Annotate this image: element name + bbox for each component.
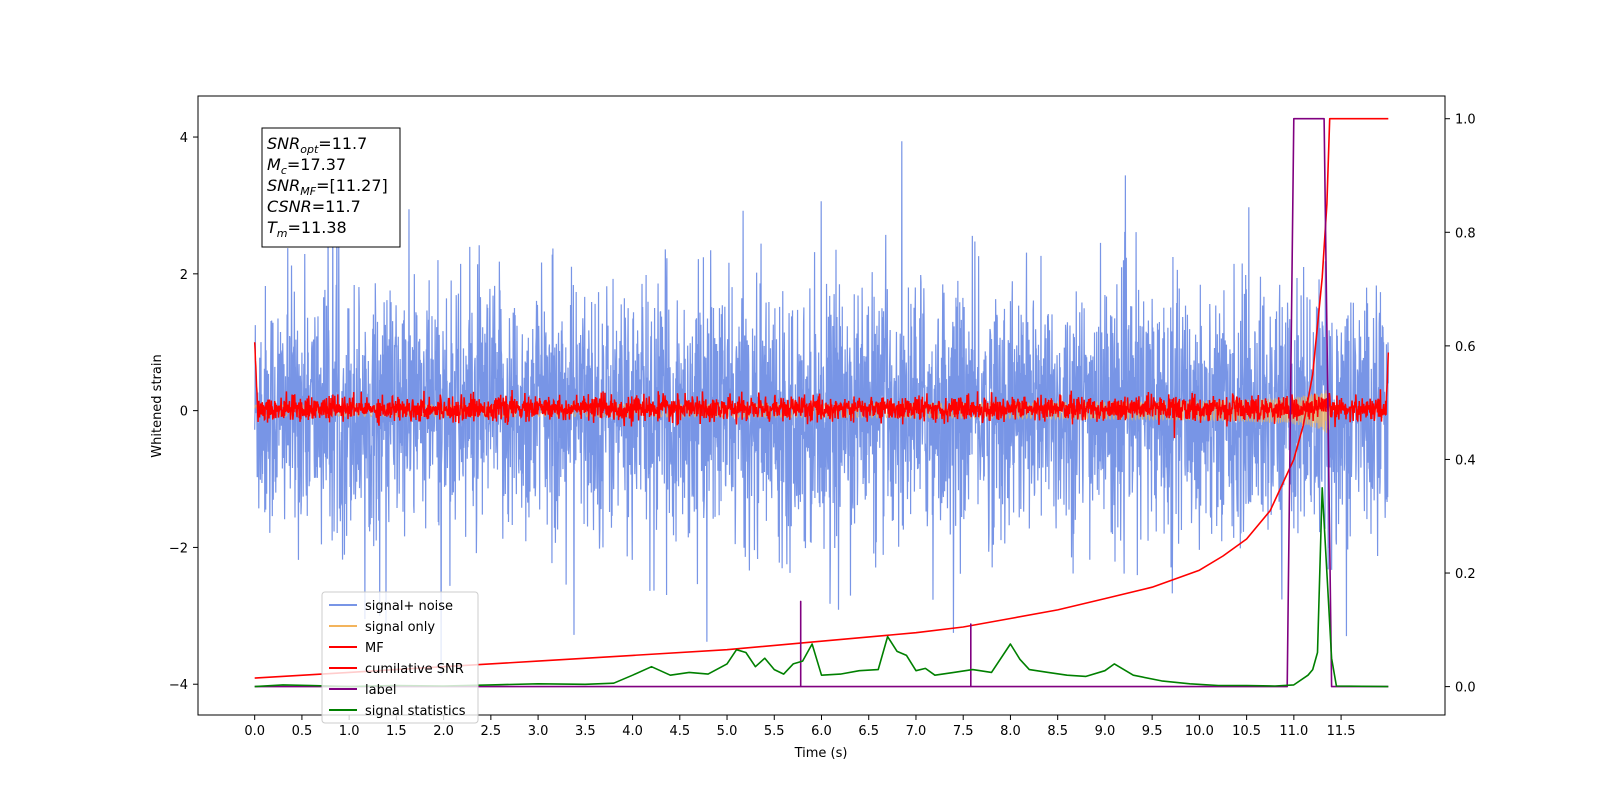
series-layer xyxy=(253,117,1390,688)
y2-tick-label-4: 0.2 xyxy=(1455,567,1476,582)
y-tick-label-0: 4 xyxy=(180,131,188,146)
x-tick-label-19: 9.5 xyxy=(1142,724,1163,739)
x-tick-label-17: 8.5 xyxy=(1047,724,1068,739)
x-tick-label-9: 4.5 xyxy=(669,724,690,739)
annotation-symbol-0: SNR xyxy=(267,134,300,153)
x-tick-label-14: 7.0 xyxy=(906,724,927,739)
x-tick-label-23: 11.5 xyxy=(1327,724,1356,739)
annotation-value-1: =17.37 xyxy=(287,155,346,174)
annotation-symbol-4: T xyxy=(267,218,278,237)
y2-tick-label-0: 1.0 xyxy=(1455,113,1476,128)
legend-frame xyxy=(321,591,479,724)
annotation-line-2: SNRMF=[11.27] xyxy=(267,176,388,198)
annotation-symbol-2: SNR xyxy=(267,176,300,195)
y2-tick-label-5: 0.0 xyxy=(1455,681,1476,696)
annotation-value-2: =[11.27] xyxy=(316,176,388,195)
annotation-box: SNRopt=11.7Mc=17.37SNRMF=[11.27]CSNR=11.… xyxy=(261,127,401,248)
x-tick-label-10: 5.0 xyxy=(717,724,738,739)
x-tick-label-12: 6.0 xyxy=(811,724,832,739)
y2-tick-label-3: 0.4 xyxy=(1455,453,1476,468)
x-tick-label-0: 0.0 xyxy=(244,724,265,739)
legend-label-2: MF xyxy=(365,641,384,656)
series-line-5 xyxy=(254,487,1389,688)
annotation-subscript-4: m xyxy=(277,227,288,240)
x-tick-label-15: 7.5 xyxy=(953,724,974,739)
legend-label-0: signal+ noise xyxy=(365,599,453,614)
x-tick-label-22: 11.0 xyxy=(1279,724,1308,739)
annotation-value-3: =11.7 xyxy=(312,197,361,216)
y2-tick-label-1: 0.8 xyxy=(1455,226,1476,241)
series-line-3 xyxy=(254,117,1389,679)
x-tick-label-11: 5.5 xyxy=(764,724,785,739)
annotation-line-4: Tm=11.38 xyxy=(267,218,347,240)
annotation-symbol-1: M xyxy=(267,155,281,174)
series-line-4 xyxy=(254,117,1389,688)
annotation-subscript-1: c xyxy=(281,164,287,177)
series-line-2 xyxy=(253,342,1390,439)
x-tick-label-13: 6.5 xyxy=(858,724,879,739)
legend-label-3: cumilative SNR xyxy=(365,662,464,677)
x-tick-label-6: 3.0 xyxy=(528,724,549,739)
x-tick-label-1: 0.5 xyxy=(292,724,313,739)
y-tick-label-4: −4 xyxy=(169,678,188,693)
x-tick-label-2: 1.0 xyxy=(339,724,360,739)
annotation-frame xyxy=(261,127,401,248)
annotation-subscript-2: MF xyxy=(300,185,316,198)
annotation-value-4: =11.38 xyxy=(288,218,347,237)
x-tick-label-21: 10.5 xyxy=(1232,724,1261,739)
x-tick-label-18: 9.0 xyxy=(1095,724,1116,739)
y-tick-label-2: 0 xyxy=(180,405,188,420)
y-axis-label: Whitened strain xyxy=(150,354,165,457)
x-axis-label: Time (s) xyxy=(794,746,848,761)
x-tick-label-4: 2.0 xyxy=(433,724,454,739)
annotation-line-0: SNRopt=11.7 xyxy=(267,134,367,156)
x-tick-label-20: 10.0 xyxy=(1185,724,1214,739)
annotation-subscript-0: opt xyxy=(300,143,319,156)
legend-label-5: signal statistics xyxy=(365,704,466,719)
legend-label-1: signal only xyxy=(365,620,435,635)
legend-label-4: label xyxy=(365,683,396,698)
axes-layer: 0.0 0.5 1.0 1.5 2.0 2.5 3.0 3.5 4.0 4.5 5.0 5.5 6.0 6… xyxy=(169,113,1476,739)
y-tick-label-1: 2 xyxy=(180,268,188,283)
annotation-line-3: CSNR=11.7 xyxy=(267,197,361,216)
annotation-symbol-3: CSNR xyxy=(267,197,312,216)
y2-tick-label-2: 0.6 xyxy=(1455,340,1476,355)
x-tick-label-8: 4.0 xyxy=(622,724,643,739)
x-tick-label-3: 1.5 xyxy=(386,724,407,739)
legend: signal+ noise signal only MF cumilative SNR… xyxy=(321,591,479,724)
y-tick-label-3: −2 xyxy=(169,541,188,556)
x-tick-label-16: 8.0 xyxy=(1000,724,1021,739)
annotation-line-1: Mc=17.37 xyxy=(267,155,346,177)
annotation-value-0: =11.7 xyxy=(318,134,367,153)
x-tick-label-5: 2.5 xyxy=(481,724,502,739)
x-tick-label-7: 3.5 xyxy=(575,724,596,739)
